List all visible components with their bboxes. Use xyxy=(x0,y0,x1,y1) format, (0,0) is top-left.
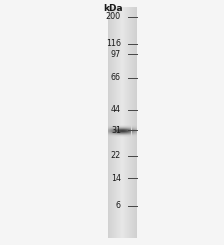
Text: 14: 14 xyxy=(111,174,121,183)
Bar xyxy=(126,7,127,238)
Bar xyxy=(108,7,109,238)
Bar xyxy=(130,7,131,238)
Bar xyxy=(136,7,137,238)
Text: kDa: kDa xyxy=(103,4,123,13)
Bar xyxy=(135,7,136,238)
Bar xyxy=(122,7,123,238)
Bar xyxy=(112,7,113,238)
Bar xyxy=(129,7,130,238)
Bar xyxy=(121,7,122,238)
Bar xyxy=(115,7,116,238)
Bar xyxy=(119,7,120,238)
Bar xyxy=(117,7,118,238)
Bar xyxy=(116,7,117,238)
Bar xyxy=(113,7,114,238)
Bar xyxy=(123,7,124,238)
Bar xyxy=(120,7,121,238)
Text: 97: 97 xyxy=(111,50,121,59)
Bar xyxy=(134,7,135,238)
Bar xyxy=(132,7,133,238)
Text: 116: 116 xyxy=(106,39,121,48)
Bar xyxy=(127,7,128,238)
Bar xyxy=(109,7,110,238)
Text: 22: 22 xyxy=(111,151,121,160)
Text: 200: 200 xyxy=(106,12,121,21)
Bar xyxy=(110,7,111,238)
Bar xyxy=(131,7,132,238)
Bar xyxy=(125,7,126,238)
Bar xyxy=(128,7,129,238)
Bar xyxy=(124,7,125,238)
Text: 31: 31 xyxy=(111,126,121,135)
Text: 44: 44 xyxy=(111,105,121,114)
Bar xyxy=(133,7,134,238)
Bar xyxy=(111,7,112,238)
Bar xyxy=(118,7,119,238)
Text: 6: 6 xyxy=(116,201,121,210)
Bar xyxy=(114,7,115,238)
Text: 66: 66 xyxy=(111,74,121,82)
